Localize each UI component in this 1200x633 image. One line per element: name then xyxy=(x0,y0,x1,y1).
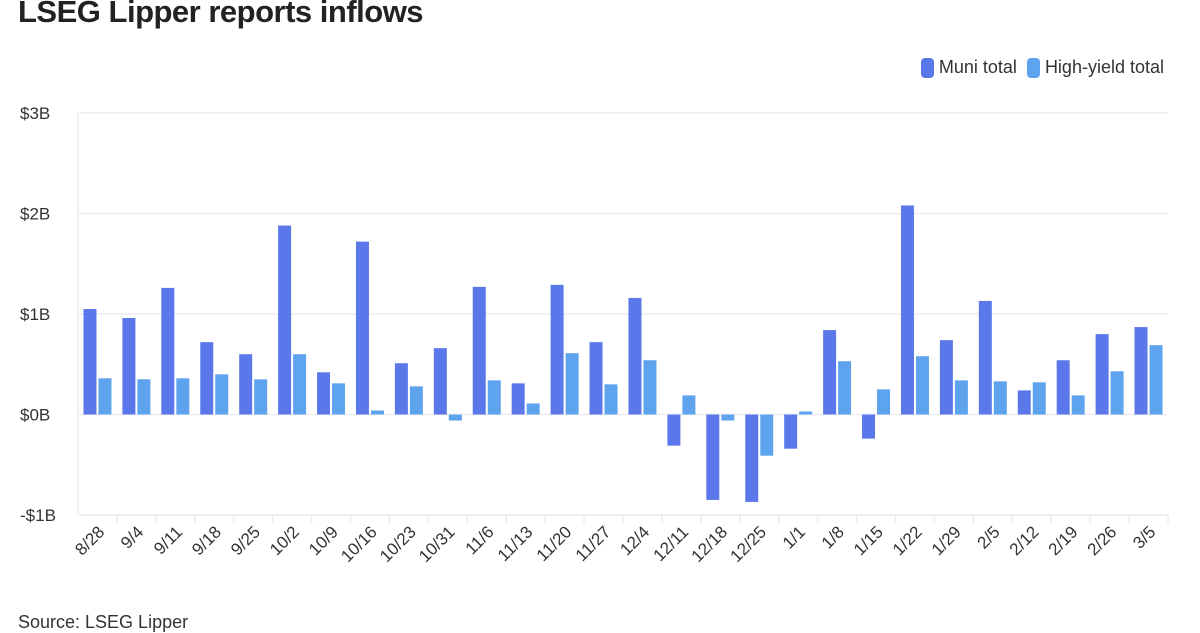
legend-label-high-yield: High-yield total xyxy=(1044,57,1164,77)
bar-high-yield xyxy=(215,374,229,415)
bar-muni xyxy=(317,372,331,415)
y-tick-label: $3B xyxy=(20,104,50,123)
bar-muni xyxy=(978,300,992,415)
x-tick-label: 1/29 xyxy=(928,522,965,559)
bar-muni xyxy=(1134,327,1148,415)
bar-muni xyxy=(900,205,914,415)
x-tick-label: 12/4 xyxy=(616,522,653,559)
y-tick-label: -$1B xyxy=(20,506,56,525)
bar-muni xyxy=(278,225,292,415)
legend-item-muni: Muni total xyxy=(920,57,1017,78)
bar-muni xyxy=(628,297,642,415)
bar-muni xyxy=(433,348,447,415)
x-tick-label: 2/26 xyxy=(1084,522,1121,559)
bar-high-yield xyxy=(877,389,891,415)
source-note: Source: LSEG Lipper xyxy=(18,612,189,632)
bar-muni xyxy=(745,414,759,502)
bar-muni xyxy=(122,318,136,415)
legend: Muni total High-yield total xyxy=(920,57,1164,78)
legend-swatch-high-yield xyxy=(1026,57,1040,78)
bar-high-yield xyxy=(137,379,151,415)
bar-high-yield xyxy=(954,380,968,415)
x-tick-label: 1/15 xyxy=(850,522,887,559)
bar-muni xyxy=(667,414,681,446)
bar-muni xyxy=(161,287,175,415)
bar-high-yield xyxy=(1032,382,1046,415)
bar-high-yield xyxy=(915,356,929,415)
legend-item-high-yield: High-yield total xyxy=(1026,57,1164,78)
bar-muni xyxy=(823,330,837,415)
x-tick-label: 9/25 xyxy=(227,522,264,559)
bar-high-yield xyxy=(993,381,1007,415)
bar-muni xyxy=(706,414,720,500)
bar-high-yield xyxy=(799,411,813,415)
bar-high-yield xyxy=(1110,371,1124,415)
bar-muni xyxy=(1056,360,1070,415)
x-tick-label: 9/11 xyxy=(150,522,186,558)
bar-muni xyxy=(1017,390,1031,415)
bar-high-yield xyxy=(604,384,618,415)
bar-high-yield xyxy=(838,361,852,415)
x-tick-label: 10/9 xyxy=(305,522,342,559)
x-tick-label: 10/23 xyxy=(376,522,420,566)
x-tick-label: 9/4 xyxy=(117,522,147,552)
x-tick-label: 1/8 xyxy=(818,522,848,552)
bar-muni xyxy=(550,284,564,415)
bar-muni xyxy=(511,383,525,415)
x-tick-label: 10/2 xyxy=(266,522,303,559)
y-tick-label: $1B xyxy=(20,305,50,324)
y-tick-label: $2B xyxy=(20,205,50,224)
x-tick-label: 1/22 xyxy=(889,522,926,559)
bar-muni xyxy=(862,414,876,439)
bar-muni xyxy=(355,241,369,415)
bar-high-yield xyxy=(98,378,112,415)
x-tick-label: 3/5 xyxy=(1129,522,1159,552)
x-tick-label: 2/5 xyxy=(973,522,1003,552)
bar-high-yield xyxy=(487,380,501,415)
x-tick-label: 10/31 xyxy=(415,522,459,566)
x-tick-label: 10/16 xyxy=(337,522,381,566)
bar-high-yield xyxy=(721,414,735,421)
bar-high-yield xyxy=(448,414,462,421)
bar-high-yield xyxy=(332,383,346,415)
bar-muni xyxy=(589,342,603,415)
bar-high-yield xyxy=(1071,395,1085,415)
x-tick-label: 9/18 xyxy=(188,522,225,559)
legend-label-muni: Muni total xyxy=(938,57,1017,77)
x-tick-label: 11/27 xyxy=(572,522,615,565)
y-tick-label: $0B xyxy=(20,406,50,425)
bar-high-yield xyxy=(409,386,423,415)
x-tick-label: 12/11 xyxy=(650,522,693,565)
bar-muni xyxy=(1095,334,1109,415)
bar-muni xyxy=(239,354,253,415)
bar-high-yield xyxy=(643,360,657,415)
bar-muni xyxy=(472,286,486,415)
bar-muni xyxy=(394,363,408,415)
bar-muni xyxy=(200,342,214,415)
legend-swatch-muni xyxy=(920,57,934,78)
x-tick-label: 11/6 xyxy=(462,522,498,558)
x-tick-label: 12/18 xyxy=(688,522,732,566)
chart-title: LSEG Lipper reports inflows xyxy=(18,0,424,29)
bar-high-yield xyxy=(526,403,540,415)
x-tick-label: 2/12 xyxy=(1006,522,1043,559)
bar-high-yield xyxy=(254,379,268,415)
bar-muni xyxy=(83,308,97,415)
bar-high-yield xyxy=(176,378,190,415)
x-tick-label: 11/20 xyxy=(533,522,576,565)
bar-high-yield xyxy=(760,414,774,456)
bar-high-yield xyxy=(1149,345,1163,415)
bar-high-yield xyxy=(565,353,579,415)
x-tick-label: 11/13 xyxy=(494,522,537,565)
x-tick-label: 1/1 xyxy=(779,522,809,552)
bar-muni xyxy=(939,340,953,415)
x-tick-label: 2/19 xyxy=(1045,522,1082,559)
bar-high-yield xyxy=(682,395,696,415)
bar-high-yield xyxy=(370,410,384,415)
bar-high-yield xyxy=(293,354,307,415)
x-tick-label: 8/28 xyxy=(71,522,108,559)
x-tick-label: 12/25 xyxy=(727,522,771,566)
bar-muni xyxy=(784,414,798,449)
